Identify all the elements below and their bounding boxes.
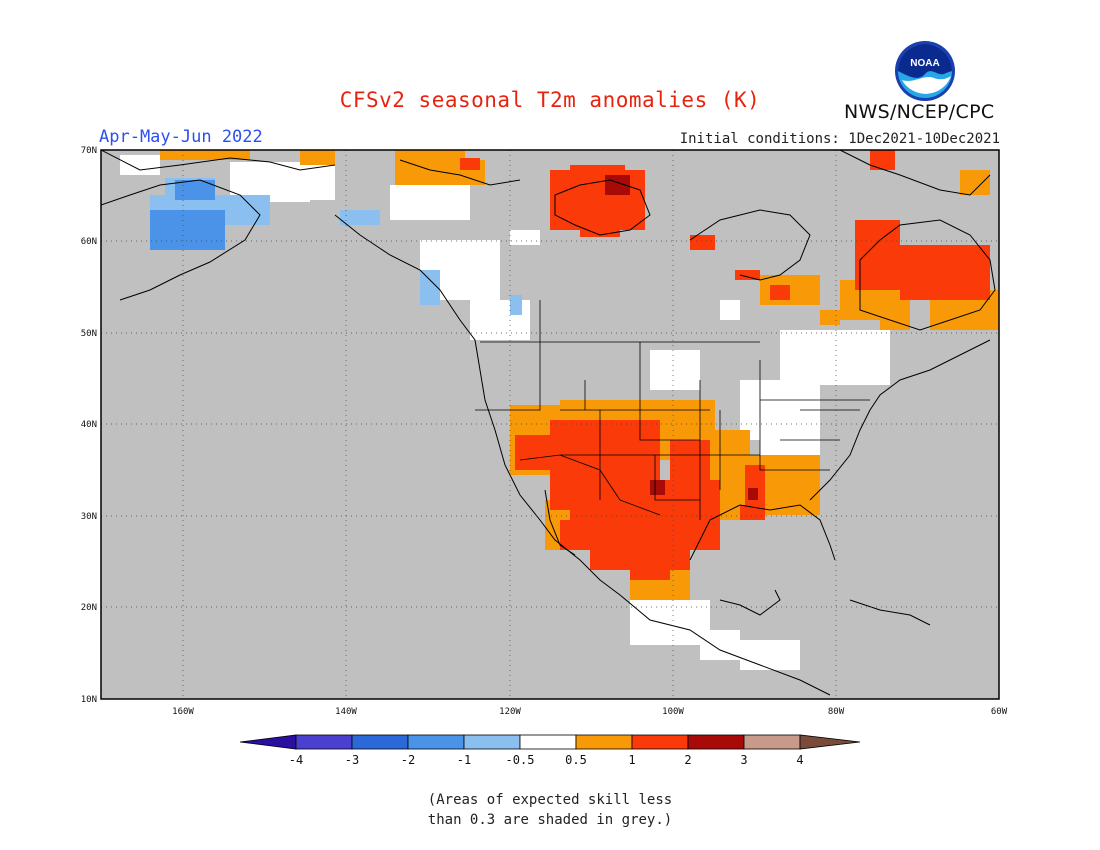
lon-label: 80W [828,707,845,717]
colorbar-label: 3 [740,753,747,767]
colorbar-swatch [743,734,801,750]
noaa-logo-icon: NOAA [895,41,955,101]
map-frame [100,149,1000,700]
note-line: than 0.3 are shaded in grey.) [427,812,673,828]
colorbar-swatch [463,734,521,750]
agency-label: NWS/NCEP/CPC [844,101,995,123]
lon-label: 60W [991,707,1008,717]
lat-label: 70N [81,146,97,156]
colorbar-swatch [351,734,409,750]
longitude-labels: 160W 140W 120W 100W 80W 60W [172,707,1008,717]
neutral-regions [120,155,890,670]
chart-title: CFSv2 seasonal T2m anomalies (K) [339,88,761,112]
colorbar-swatch [407,734,465,750]
colorbar-label: 2 [684,753,691,767]
colorbar-label: -3 [345,753,359,767]
lon-label: 160W [172,707,194,717]
colorbar-label: 1 [628,753,635,767]
colorbar-swatch [295,734,353,750]
coastlines [101,150,996,696]
political-boundaries [475,300,870,520]
colorbar-swatch [575,734,633,750]
colorbar-label: -2 [401,753,415,767]
lon-label: 140W [335,707,357,717]
colorbar-label: -4 [289,753,303,767]
colorbar-swatch [519,734,577,750]
season-label: Apr-May-Jun 2022 [99,127,263,147]
lat-label: 40N [81,420,97,430]
lat-label: 50N [81,329,97,339]
colorbar-label: -0.5 [506,753,535,767]
lon-label: 100W [662,707,684,717]
lat-label: 30N [81,512,97,522]
lat-label: 10N [81,695,97,705]
lat-label: 60N [81,237,97,247]
colorbar-label: 4 [796,753,803,767]
latitude-labels: 70N 60N 50N 40N 30N 20N 10N [81,146,97,705]
colorbar-max-triangle [799,734,861,750]
colorbar-swatch [687,734,745,750]
skill-note: (Areas of expected skill less than 0.3 a… [0,790,1100,830]
lat-label: 20N [81,603,97,613]
colorbar-label: -1 [457,753,471,767]
colorbar-label: 0.5 [565,753,587,767]
note-line: (Areas of expected skill less [427,792,673,808]
logo-text: NOAA [910,58,939,69]
colorbar-swatch [631,734,689,750]
negative-anomaly-regions [150,178,522,315]
lon-label: 120W [499,707,521,717]
colorbar-min-triangle [239,734,297,750]
initial-conditions: Initial conditions: 1Dec2021-10Dec2021 [679,131,1000,147]
